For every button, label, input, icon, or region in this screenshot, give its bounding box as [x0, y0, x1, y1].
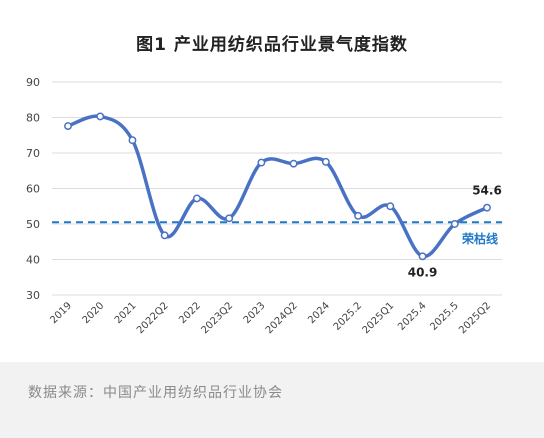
y-tick-label: 80 — [26, 112, 40, 125]
data-label: 54.6 — [472, 184, 502, 198]
data-point — [418, 252, 427, 261]
reference-line-group: 荣枯线 — [52, 221, 502, 246]
source-note: 数据来源：中国产业用纺织品行业协会 — [28, 385, 283, 401]
series-line-group — [66, 114, 489, 259]
data-point — [450, 220, 459, 228]
y-tick-label: 70 — [26, 147, 40, 160]
x-tick-label: 2025.4 — [396, 300, 429, 333]
y-tick-label: 50 — [26, 218, 40, 231]
data-point — [160, 231, 169, 240]
data-point — [192, 194, 201, 203]
chart-card: 图1 产业用纺织品行业景气度指数 30 40 50 60 70 80 90 荣枯线 40.9… — [0, 0, 544, 362]
data-point — [321, 157, 330, 166]
line-chart: 30 40 50 60 70 80 90 荣枯线 40.9 54.6 2019 2020 2021… — [26, 76, 502, 336]
data-point — [64, 122, 72, 130]
x-tick-label: 2025.5 — [428, 300, 461, 333]
data-point — [225, 214, 234, 223]
y-tick-label: 30 — [26, 289, 40, 302]
data-label: 40.9 — [408, 265, 438, 279]
x-tick-label: 2021 — [113, 300, 139, 326]
x-tick-label: 2025Q1 — [361, 300, 397, 336]
series-line — [66, 114, 489, 259]
data-point — [128, 136, 137, 145]
y-tick-label: 90 — [26, 76, 40, 89]
x-tick-label: 2022 — [177, 300, 203, 326]
data-point — [354, 211, 363, 220]
data-labels: 40.9 54.6 — [408, 184, 502, 280]
reference-line-label: 荣枯线 — [461, 231, 498, 246]
data-points — [64, 112, 491, 261]
grid-lines — [52, 81, 502, 296]
x-tick-label: 2022Q2 — [135, 300, 171, 336]
data-point — [257, 158, 266, 167]
chart-title: 图1 产业用纺织品行业景气度指数 — [136, 35, 408, 55]
data-point — [289, 159, 298, 168]
x-tick-label: 2024 — [306, 300, 332, 326]
x-tick-label: 2025.2 — [332, 300, 365, 333]
x-tick-label: 2023 — [242, 300, 268, 326]
data-point — [386, 202, 395, 211]
data-point — [96, 112, 105, 121]
x-tick-label: 2020 — [81, 300, 107, 326]
x-tick-label: 2019 — [48, 300, 74, 326]
y-tick-label: 60 — [26, 183, 40, 196]
y-axis: 30 40 50 60 70 80 90 — [26, 76, 40, 302]
x-tick-label: 2024Q2 — [264, 300, 300, 336]
x-tick-label: 2023Q2 — [199, 300, 235, 336]
x-tick-label: 2025Q2 — [457, 300, 493, 336]
data-point — [483, 203, 491, 212]
y-tick-label: 40 — [26, 254, 40, 267]
